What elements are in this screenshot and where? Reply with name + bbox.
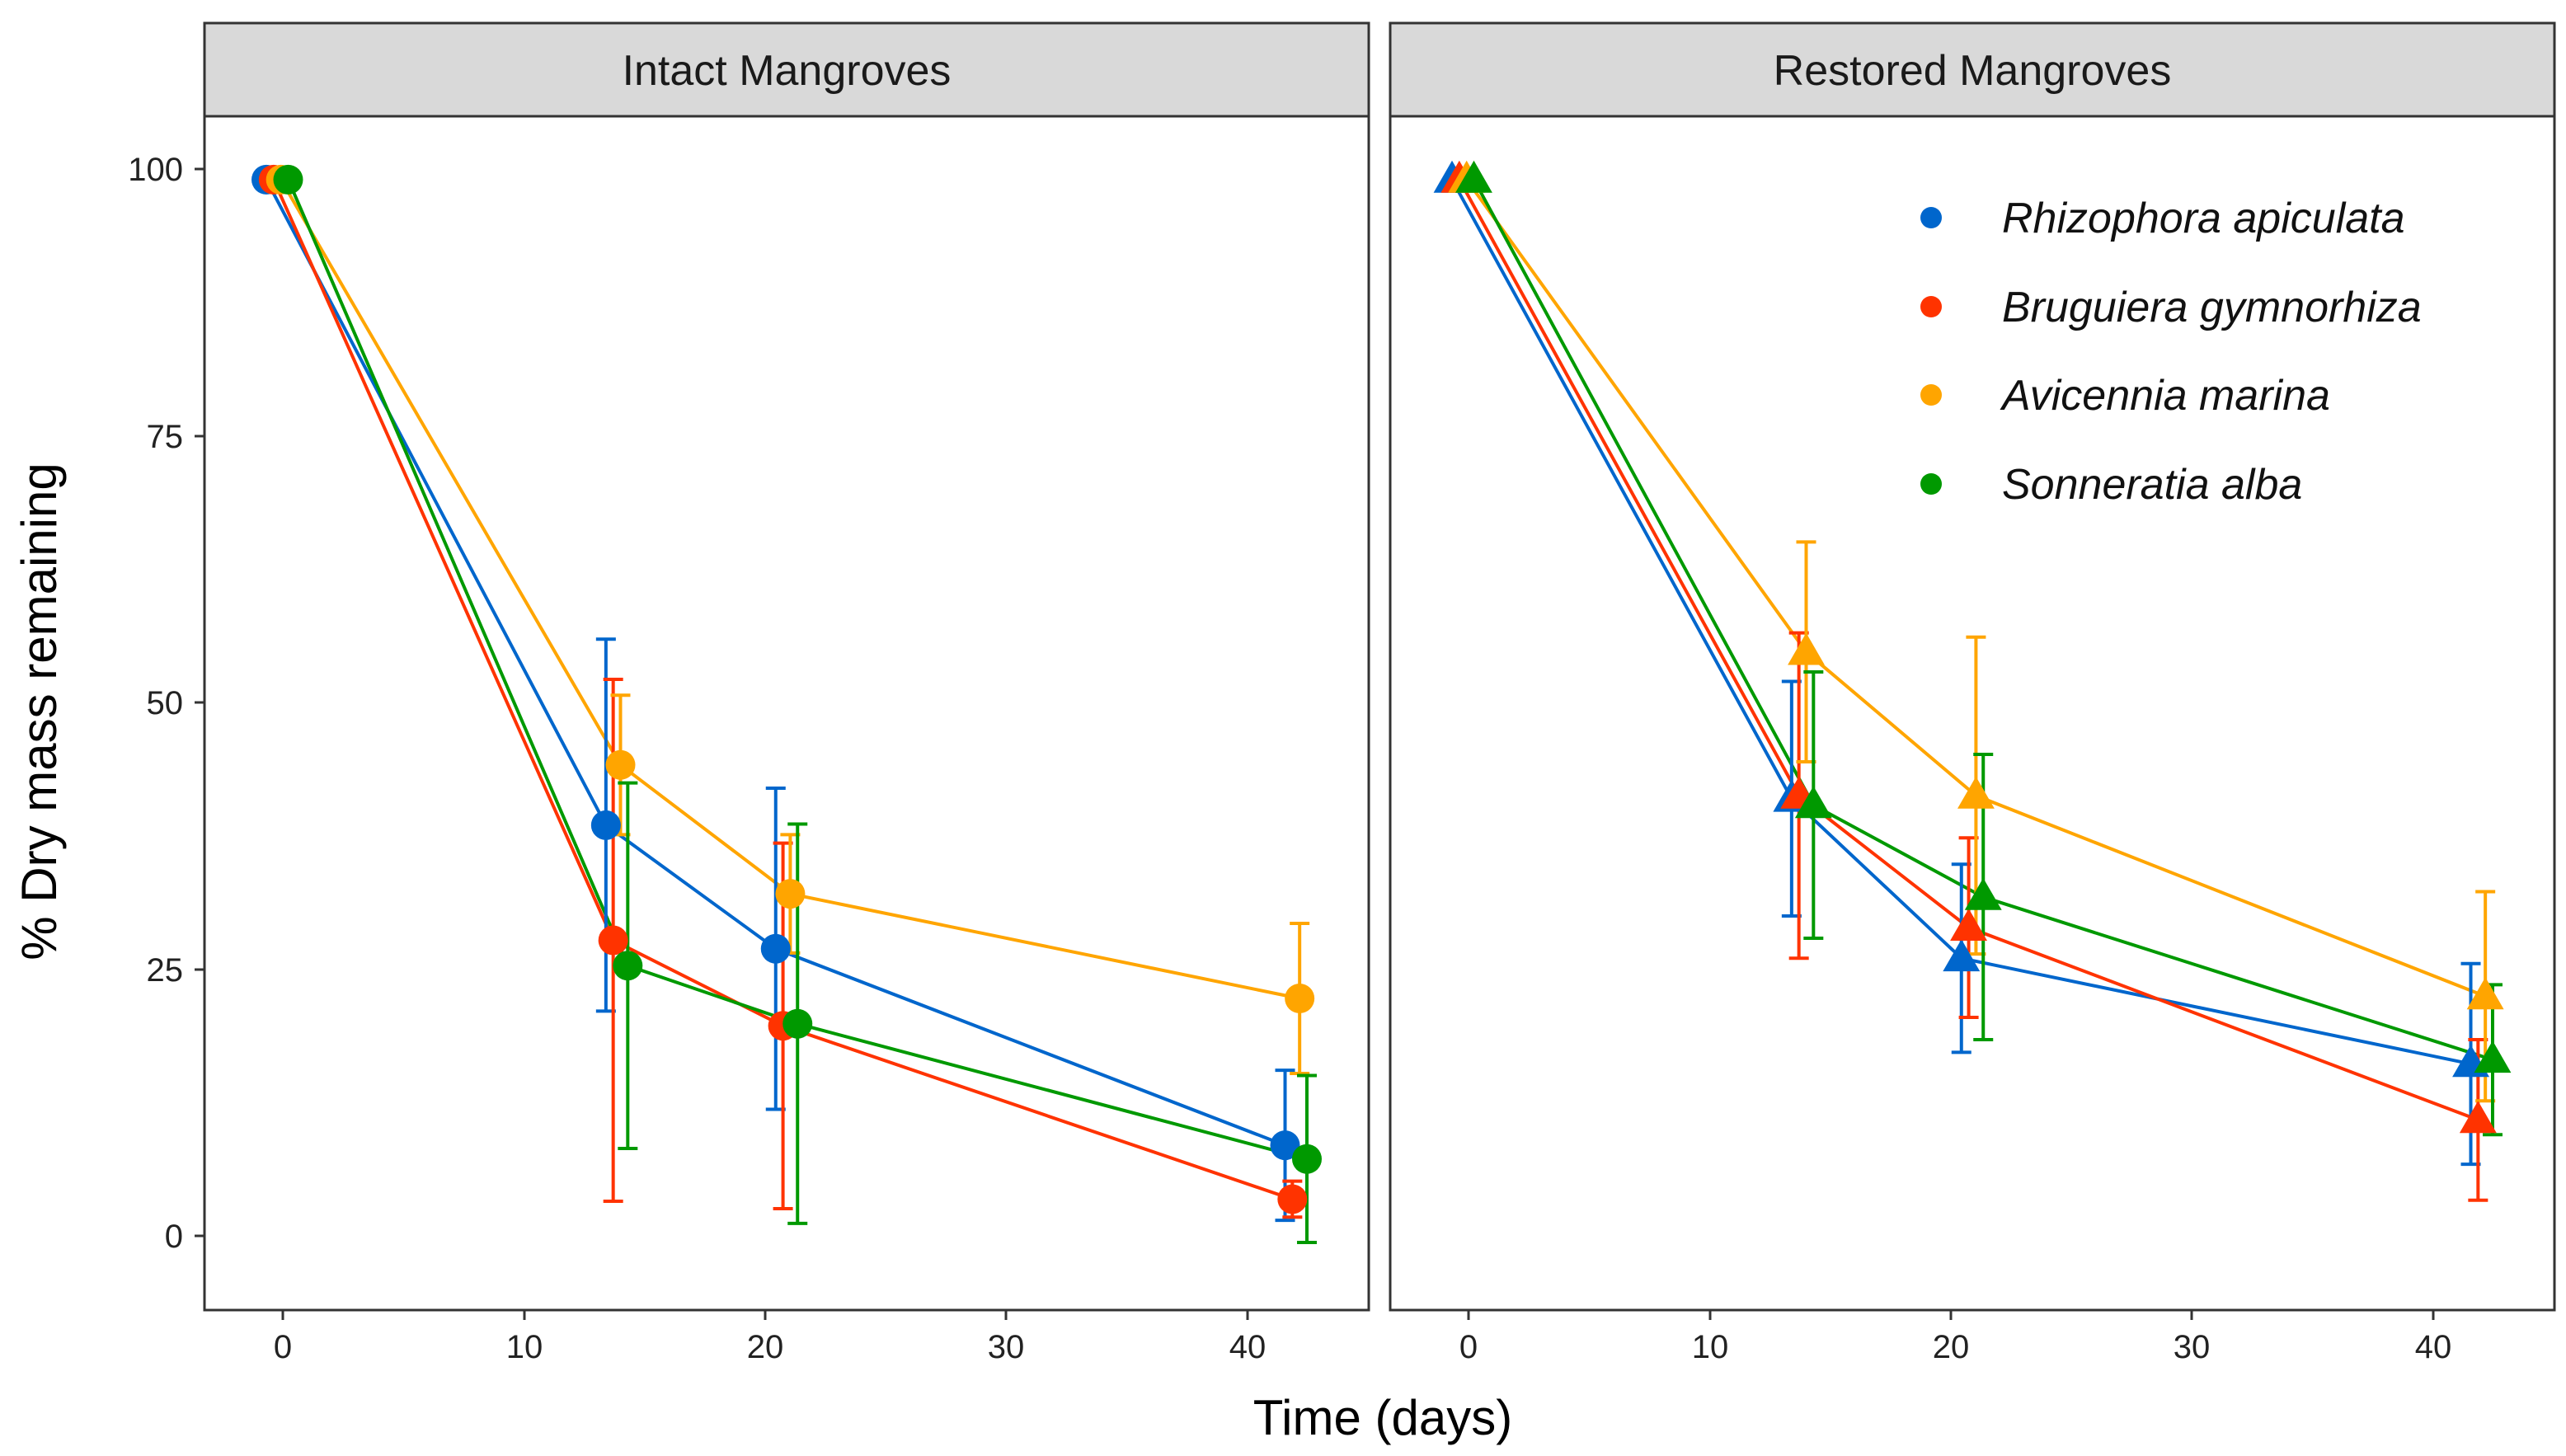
y-tick-label-50: 50 [147,685,184,721]
strip-label-restored: Restored Mangroves [1774,47,2172,95]
x-tick-label-intact-20: 20 [747,1329,784,1365]
plot-marks-restored [1433,160,2512,1202]
strip-background-intact [203,21,1370,118]
data-point-intact-rhizophora-14 [590,810,621,840]
data-point-intact-avicennia-21 [775,879,806,909]
x-tick-label-intact-0: 0 [274,1329,292,1365]
x-tick-label-restored-40: 40 [2415,1329,2452,1365]
y-tick-label-25: 25 [147,952,184,989]
y-axis: 0 25 50 75 100 [128,152,204,1255]
series-line-restored-rhizophora [1450,178,2471,1066]
series-line-intact-bruguiera [271,179,1293,1201]
data-point-intact-rhizophora-21 [760,933,791,964]
x-tick-label-intact-30: 30 [988,1329,1025,1365]
data-point-restored-bruguiera-42 [2459,1101,2497,1134]
data-point-restored-avicennia-14 [1788,632,1825,665]
x-tick-label-restored-30: 30 [2174,1329,2211,1365]
x-tick-label-restored-0: 0 [1459,1329,1478,1365]
x-tick-label-intact-40: 40 [1229,1329,1267,1365]
x-axis-restored: 0 10 20 30 40 [1459,1310,2451,1365]
panel-intact: Intact Mangroves 0 25 50 75 100 0 10 20 [128,21,1370,1365]
series-line-restored-avicennia [1465,178,2486,998]
x-tick-label-restored-10: 10 [1692,1329,1729,1365]
x-axis-intact: 0 10 20 30 40 [274,1310,1266,1365]
y-tick-label-75: 75 [147,419,184,455]
data-point-restored-avicennia-42 [2466,977,2504,1010]
data-point-intact-sonneratia-21 [782,1008,813,1039]
strip-label-intact: Intact Mangroves [623,47,952,95]
plot-marks-intact [251,164,1322,1244]
legend-label-sonneratia: Sonneratia alba [2002,461,2302,509]
x-tick-label-restored-20: 20 [1933,1329,1970,1365]
plot-area-intact [203,115,1370,1312]
legend-label-avicennia: Avicennia marina [2000,372,2330,420]
y-tick-label-100: 100 [128,152,183,188]
legend-key-bruguiera [1920,296,1942,317]
series-line-restored-bruguiera [1458,178,2479,1122]
strip-background-restored [1389,21,2556,118]
x-tick-label-intact-10: 10 [506,1329,543,1365]
data-point-intact-avicennia-14 [605,749,636,780]
data-point-restored-sonneratia-21 [1964,877,2002,910]
legend-label-bruguiera: Bruguiera gymnorhiza [2002,284,2422,331]
series-line-intact-sonneratia [286,179,1308,1161]
plot-area-restored [1389,115,2556,1312]
data-point-intact-sonneratia-14 [613,951,643,981]
data-point-intact-rhizophora-42 [1270,1130,1300,1161]
series-line-intact-avicennia [279,178,1300,1000]
data-point-restored-bruguiera-21 [1950,909,1987,941]
data-point-restored-sonneratia-42 [2474,1040,2512,1073]
data-point-intact-bruguiera-42 [1277,1184,1308,1214]
data-point-intact-sonneratia-42 [1291,1144,1322,1174]
data-point-restored-sonneratia-0 [1455,160,1492,193]
data-point-intact-sonneratia-0 [273,164,303,195]
series-line-intact-rhizophora [265,178,1286,1147]
y-axis-title: % Dry mass remaining [12,463,67,960]
legend-label-rhizophora: Rhizophora apiculata [2002,195,2405,242]
legend: Rhizophora apiculata Bruguiera gymnorhiz… [1920,195,2422,509]
data-point-restored-rhizophora-21 [1943,939,1981,972]
legend-key-avicennia [1920,384,1942,406]
legend-key-rhizophora [1920,207,1942,228]
x-axis-title: Time (days) [1253,1390,1512,1445]
series-line-restored-sonneratia [1472,178,2493,1062]
data-point-intact-bruguiera-14 [598,925,628,956]
data-point-intact-avicennia-42 [1285,983,1315,1013]
y-tick-label-0: 0 [165,1219,183,1255]
panel-restored: Restored Mangroves 0 10 20 30 40 [1389,21,2556,1365]
legend-key-sonneratia [1920,473,1942,495]
data-point-restored-avicennia-21 [1957,776,1995,809]
data-point-restored-sonneratia-14 [1794,786,1832,819]
